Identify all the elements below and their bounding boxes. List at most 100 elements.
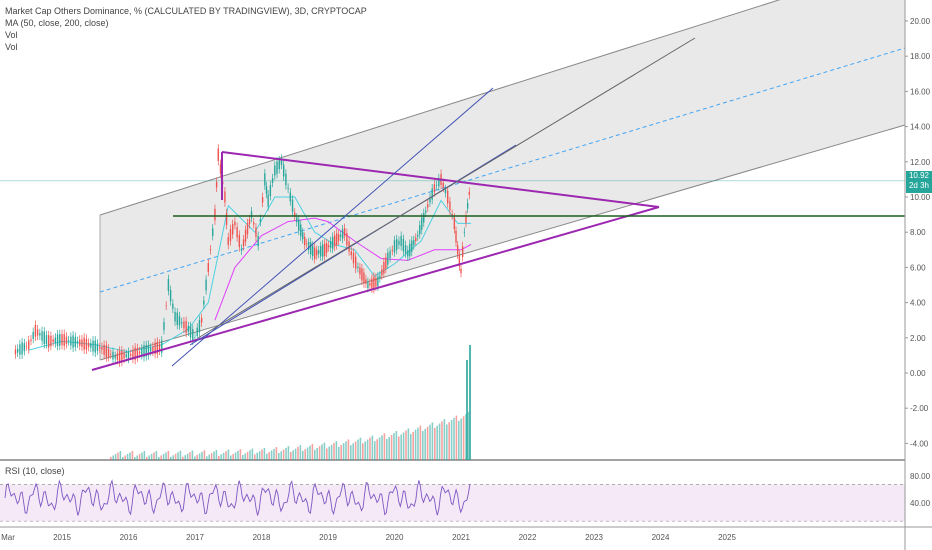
price-candle	[257, 235, 259, 247]
y-tick-label: 8.00	[910, 228, 926, 237]
price-candle	[28, 340, 30, 350]
price-candle	[398, 240, 400, 245]
volume-bar	[182, 456, 184, 460]
volume-bar	[158, 456, 160, 460]
volume-bar	[222, 452, 225, 460]
fan-line-steep	[171, 87, 494, 367]
price-candle	[90, 343, 92, 348]
volume-bar	[270, 450, 273, 460]
price-candle	[453, 217, 456, 230]
price-candle	[373, 276, 375, 290]
price-candle	[121, 350, 123, 362]
legend-title[interactable]: Market Cap Others Dominance, % (CALCULAT…	[5, 6, 367, 16]
price-candle	[367, 281, 369, 289]
legend-vol-2[interactable]: Vol	[5, 42, 18, 52]
volume-bar	[294, 448, 297, 460]
price-candle	[212, 228, 214, 236]
price-candle	[379, 275, 381, 279]
price-candle	[296, 217, 298, 223]
price-candle	[294, 212, 296, 217]
volume-bar	[414, 429, 417, 460]
price-candle	[363, 272, 365, 284]
price-candle	[267, 194, 269, 207]
volume-bar	[143, 450, 146, 460]
volume-bar	[429, 424, 431, 460]
volume-bar	[150, 453, 153, 460]
volume-bar	[352, 443, 354, 460]
price-candle	[214, 208, 216, 221]
price-candle	[333, 235, 336, 247]
volume-bar	[138, 453, 141, 460]
price-candle	[138, 351, 141, 354]
volume-bar	[126, 453, 129, 460]
volume-bar	[263, 447, 266, 460]
price-candle	[145, 345, 147, 357]
volume-bar	[218, 455, 220, 460]
volume-bar	[220, 454, 222, 460]
price-candle	[352, 252, 355, 264]
price-candle	[163, 322, 165, 331]
time-axis[interactable]: Mar 2015 2016 2017 2018 2019 2020 2021 2022 2023 2…	[0, 526, 932, 542]
price-candle	[165, 305, 167, 307]
price-candle	[125, 354, 127, 358]
price-candle	[224, 191, 226, 203]
price-candle	[203, 300, 205, 305]
volume-bar	[381, 435, 383, 460]
volume-bar	[299, 445, 302, 460]
volume-bar	[438, 423, 441, 460]
trend-drawings[interactable]	[91, 37, 905, 371]
volume-bar	[278, 452, 280, 460]
volume-bar	[362, 443, 364, 460]
price-candle	[92, 340, 94, 352]
price-candle	[327, 245, 330, 248]
price-candle	[34, 324, 37, 337]
price-candle	[176, 312, 178, 325]
x-tick-label: 2021	[452, 533, 470, 542]
y-tick-label: 4.00	[910, 299, 926, 308]
price-candle	[234, 221, 236, 226]
fan-line-outer	[197, 37, 696, 339]
price-candle	[96, 343, 99, 351]
legend-vol-1[interactable]: Vol	[5, 30, 18, 40]
price-candle	[205, 279, 207, 291]
price-candle	[154, 342, 156, 354]
price-candle	[463, 231, 466, 233]
volume-bar	[431, 422, 434, 460]
price-candle	[183, 321, 185, 329]
price-candle	[339, 234, 342, 237]
price-candle	[196, 327, 198, 337]
price-candle	[76, 341, 79, 344]
volume-bar	[448, 422, 450, 460]
legend-ma[interactable]: MA (50, close, 200, close)	[5, 18, 109, 28]
volume-bar	[321, 444, 323, 460]
price-candle	[306, 243, 308, 244]
last-price-value: 10.92	[908, 171, 930, 180]
price-candle	[274, 165, 276, 176]
volume-bar	[194, 456, 196, 460]
rsi-legend[interactable]: RSI (10, close)	[5, 466, 65, 476]
volume-bar	[285, 447, 287, 460]
volume-bar	[215, 449, 218, 460]
price-candle	[36, 329, 39, 336]
price-axis[interactable]: 20.00 18.00 16.00 14.00 12.00 10.00 8.00 6.00 4.…	[904, 0, 931, 550]
volume-bar	[422, 430, 424, 460]
price-candle	[361, 268, 363, 281]
price-candle	[130, 354, 132, 356]
price-candle	[181, 322, 183, 324]
volume-bar	[311, 443, 314, 460]
volume-bar	[410, 433, 412, 460]
price-candle	[442, 182, 444, 188]
volume-bar	[390, 435, 393, 460]
volume-bar	[258, 451, 261, 460]
price-candle	[116, 353, 119, 360]
volume-bar	[203, 450, 206, 460]
price-candle	[435, 185, 438, 186]
volume-bar	[354, 441, 357, 460]
price-candle	[65, 336, 68, 345]
price-candle	[19, 344, 21, 355]
price-candle	[264, 173, 266, 186]
price-candle	[391, 249, 393, 251]
volume-bar	[328, 446, 330, 460]
volume-bar	[462, 416, 465, 460]
